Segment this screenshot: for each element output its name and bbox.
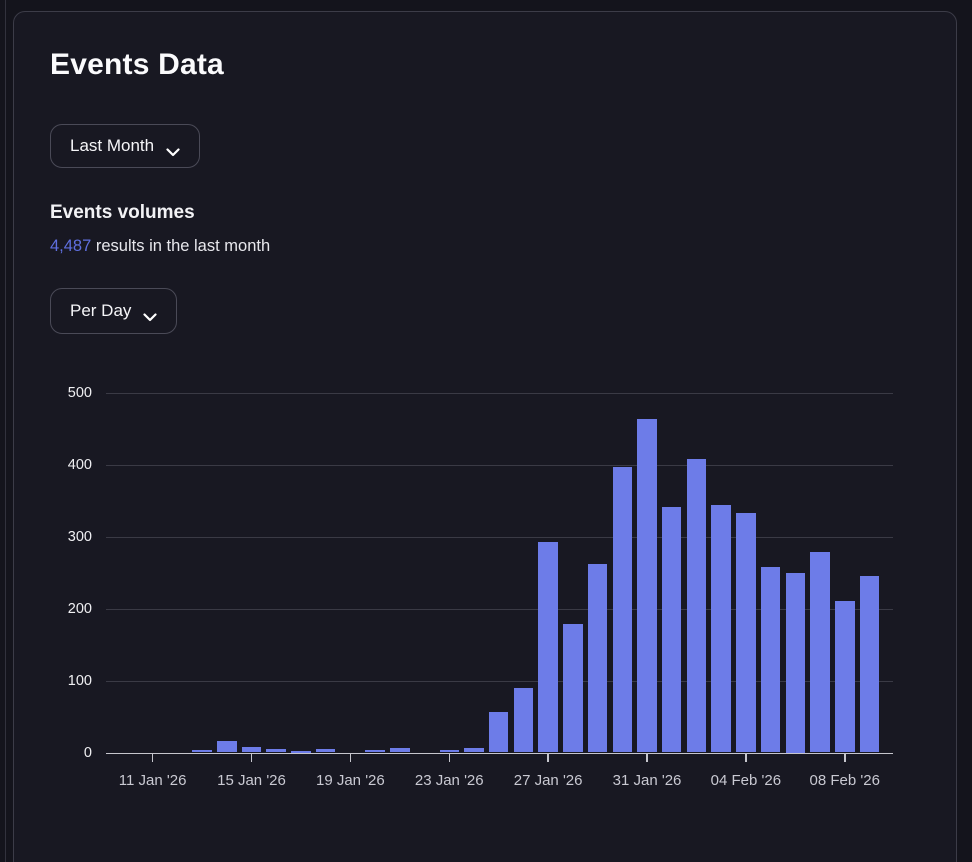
y-gridline [106, 392, 893, 394]
x-axis-label: 19 Jan '26 [315, 772, 385, 789]
granularity-dropdown-label: Per Day [70, 301, 132, 320]
x-axis-label: 15 Jan '26 [217, 772, 286, 789]
chart-section-title: Events volumes [50, 202, 195, 223]
bar[interactable] [538, 542, 558, 753]
y-axis-label: 400 [67, 456, 92, 473]
page-title: Events Data [50, 48, 224, 81]
bar[interactable] [192, 750, 212, 753]
time-range-dropdown-label: Last Month [70, 136, 155, 155]
bar[interactable] [563, 624, 583, 753]
bar[interactable] [637, 419, 657, 753]
bar[interactable] [365, 749, 385, 753]
bar[interactable] [464, 748, 484, 753]
x-axis-tick [250, 754, 253, 762]
bar[interactable] [859, 576, 880, 753]
x-axis-tick [745, 754, 747, 762]
result-count: 4,487 [50, 237, 92, 255]
bar[interactable] [241, 747, 262, 753]
bar[interactable] [488, 712, 509, 753]
bar[interactable] [686, 459, 707, 753]
result-summary: 4,487 results in the last month [50, 237, 270, 256]
x-axis-label: 11 Jan '26 [118, 772, 187, 789]
x-axis-label: 04 Feb '26 [710, 772, 782, 789]
y-axis-label: 500 [67, 384, 92, 401]
x-axis-tick [349, 754, 352, 762]
y-axis-label: 300 [67, 528, 92, 545]
bar[interactable] [315, 748, 336, 753]
bar[interactable] [835, 600, 855, 753]
granularity-dropdown[interactable]: Per Day [50, 288, 178, 334]
bar[interactable] [266, 748, 286, 753]
y-axis-label: 0 [83, 744, 92, 761]
bar[interactable] [513, 688, 534, 753]
x-axis-tick [646, 754, 648, 762]
x-axis-tick [844, 754, 846, 762]
chevron-down-icon [143, 307, 158, 321]
y-gridline [106, 608, 893, 610]
x-axis-tick [547, 754, 549, 762]
events-data-panel: Events Data Last Month Events volumes 4,… [13, 11, 957, 862]
y-gridline [106, 536, 893, 538]
y-axis-label: 200 [67, 600, 92, 617]
x-axis-label: 23 Jan '26 [414, 772, 484, 789]
bar[interactable] [810, 552, 830, 753]
bar[interactable] [587, 563, 608, 753]
bar[interactable] [217, 740, 237, 753]
x-axis-label: 08 Feb '26 [809, 772, 880, 789]
result-count-suffix: results in the last month [91, 237, 271, 255]
bar[interactable] [291, 751, 311, 753]
x-axis-label: 27 Jan '26 [513, 772, 583, 789]
bar[interactable] [661, 506, 682, 753]
time-range-dropdown[interactable]: Last Month [50, 124, 201, 168]
x-axis-tick [448, 754, 450, 762]
x-axis-label: 31 Jan '26 [612, 772, 682, 789]
y-axis-label: 100 [67, 672, 92, 689]
bar[interactable] [785, 572, 806, 753]
x-axis-tick [151, 754, 154, 762]
bar[interactable] [760, 566, 781, 753]
bar[interactable] [612, 467, 633, 753]
viewport-edge-line [5, 0, 6, 862]
bar[interactable] [439, 749, 459, 753]
y-gridline [106, 680, 893, 682]
x-axis-line [106, 752, 893, 754]
bar[interactable] [711, 504, 731, 753]
bar[interactable] [390, 748, 410, 753]
bar[interactable] [736, 513, 756, 753]
y-gridline [106, 464, 893, 466]
chevron-down-icon [166, 142, 180, 156]
